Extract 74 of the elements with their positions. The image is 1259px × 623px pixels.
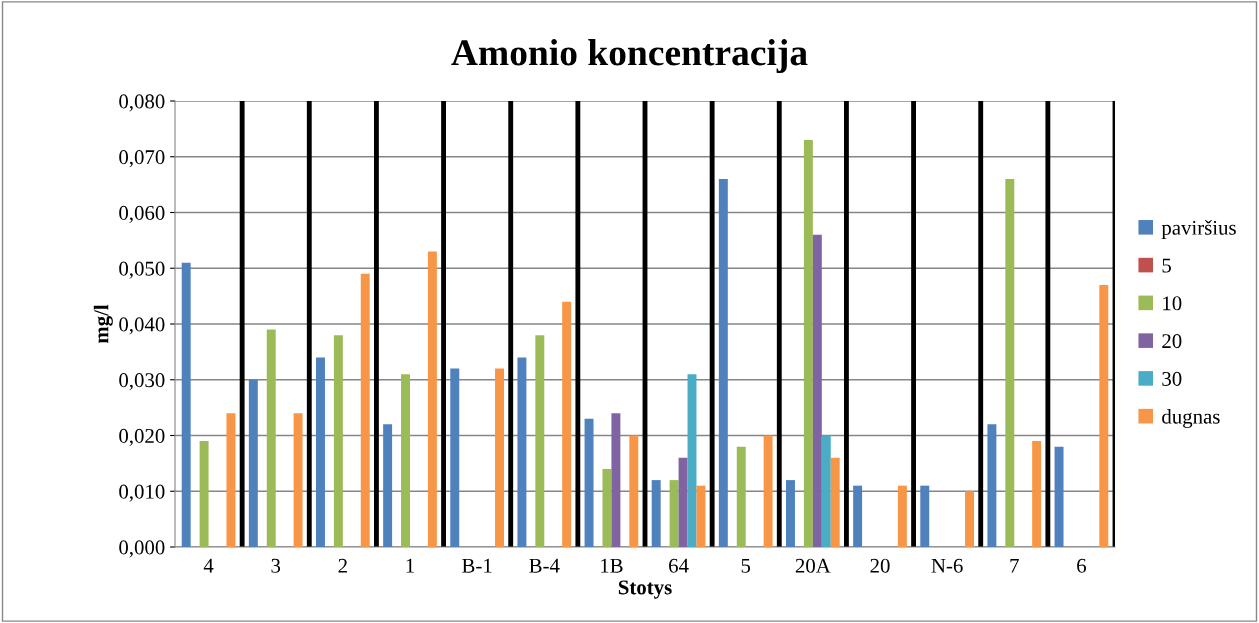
y-tick-label: 0,050	[119, 261, 165, 279]
y-tick-label: 0,010	[119, 484, 165, 502]
bar	[736, 446, 746, 547]
bar	[611, 413, 621, 547]
legend-label: paviršius	[1161, 220, 1236, 240]
bar	[199, 441, 209, 547]
bar	[853, 485, 863, 547]
bar	[383, 424, 393, 547]
bar	[718, 179, 728, 547]
x-tick-label: 3	[271, 558, 281, 573]
bar	[651, 480, 661, 547]
x-tick-label: N-6	[931, 558, 963, 573]
y-tick-label: 0,070	[119, 150, 165, 168]
y-tick-label: 0,000	[119, 540, 165, 558]
y-tick-label: 0,030	[119, 373, 165, 391]
legend-label: 5	[1162, 258, 1171, 273]
bar	[181, 262, 191, 547]
bar	[1099, 284, 1109, 547]
legend-label: 10	[1163, 296, 1182, 311]
legend-label: 30	[1162, 371, 1182, 386]
bar	[602, 468, 612, 547]
bar	[316, 357, 325, 547]
y-tick-label: 0,080	[119, 94, 165, 112]
bar	[562, 301, 572, 547]
y-axis-title: mg/l	[93, 304, 113, 344]
y-tick-label: 0,040	[119, 317, 165, 335]
chart-title: Amonio koncentracija	[451, 39, 808, 74]
x-axis-title: Stotys	[618, 580, 672, 599]
bar	[266, 329, 276, 547]
y-tick-label: 0,020	[119, 428, 165, 446]
x-tick-label: 2	[338, 558, 347, 573]
legend-label: 20	[1162, 334, 1182, 349]
bar	[763, 435, 773, 547]
x-tick-label: 4	[203, 558, 214, 573]
bar	[360, 273, 370, 547]
bar	[629, 435, 639, 547]
bar	[696, 485, 706, 547]
bar	[669, 480, 679, 547]
y-tick-label: 0,060	[119, 205, 165, 223]
bar	[333, 335, 343, 547]
bar	[1032, 441, 1042, 547]
bar	[1054, 446, 1064, 547]
bar	[786, 480, 795, 547]
bar	[401, 374, 410, 547]
bar	[226, 413, 236, 547]
x-tick-label: 64	[669, 558, 689, 573]
x-tick-label: B-1	[462, 558, 492, 573]
x-tick-label: 5	[741, 558, 751, 573]
x-tick-label: 1	[406, 558, 414, 573]
bar	[920, 485, 930, 547]
bar	[830, 457, 840, 547]
bar	[535, 335, 545, 547]
bar	[678, 457, 688, 547]
bar	[517, 357, 527, 547]
bar	[293, 413, 303, 547]
bar	[987, 424, 997, 547]
x-tick-label: 20	[870, 558, 890, 573]
bar	[450, 368, 460, 547]
x-tick-label: 7	[1010, 558, 1019, 573]
x-tick-label: 1B	[601, 558, 623, 573]
x-tick-label: 20A	[795, 558, 831, 573]
x-tick-label: B-4	[529, 558, 560, 573]
bar	[965, 491, 974, 547]
bar	[248, 379, 258, 547]
x-tick-label: 6	[1077, 558, 1087, 573]
bar	[803, 140, 813, 547]
bar	[495, 368, 504, 547]
bar	[427, 251, 437, 547]
bar	[584, 418, 594, 547]
bar	[897, 485, 907, 547]
legend-label: dugnas	[1162, 409, 1220, 428]
bar	[821, 435, 831, 547]
bar	[812, 234, 822, 547]
bar	[1005, 179, 1015, 547]
